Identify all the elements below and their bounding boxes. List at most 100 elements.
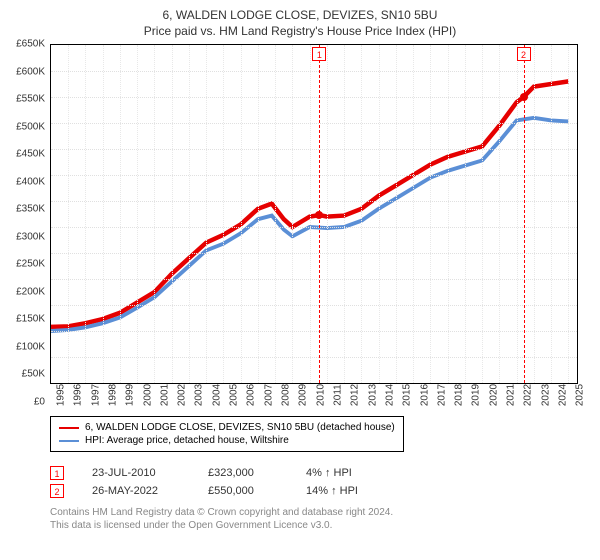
x-axis-label: 2006 [246, 384, 257, 406]
x-axis-label: 1999 [125, 384, 136, 406]
x-axis-label: 2003 [194, 384, 205, 406]
y-axis-label: £550K [8, 94, 48, 105]
gridline-vertical [361, 45, 362, 383]
gridline-vertical [275, 45, 276, 383]
x-axis-label: 2000 [142, 384, 153, 406]
legend-label: 6, WALDEN LODGE CLOSE, DEVIZES, SN10 5BU… [85, 422, 395, 433]
gridline-horizontal [51, 357, 577, 358]
x-axis-label: 2020 [488, 384, 499, 406]
gridline-horizontal [51, 97, 577, 98]
x-axis-label: 2014 [385, 384, 396, 406]
gridline-vertical [344, 45, 345, 383]
x-axis-label: 2010 [315, 384, 326, 406]
gridline-vertical [137, 45, 138, 383]
transaction-marker: 1 [50, 466, 64, 480]
marker-number-box: 1 [312, 47, 326, 61]
transaction-date: 23-JUL-2010 [92, 467, 180, 479]
transaction-row: 1 23-JUL-2010 £323,000 4% ↑ HPI [50, 464, 592, 482]
x-axis-label: 2025 [575, 384, 586, 406]
x-axis-label: 2009 [298, 384, 309, 406]
gridline-vertical [189, 45, 190, 383]
gridline-vertical [413, 45, 414, 383]
line-series-svg [51, 45, 577, 383]
y-axis-label: £50K [8, 369, 48, 380]
x-axis-label: 2021 [506, 384, 517, 406]
x-axis-label: 2015 [402, 384, 413, 406]
legend-row: HPI: Average price, detached house, Wilt… [59, 434, 395, 447]
transaction-price: £323,000 [208, 467, 278, 479]
chart-container: 6, WALDEN LODGE CLOSE, DEVIZES, SN10 5BU… [0, 0, 600, 560]
x-axis-label: 2005 [229, 384, 240, 406]
y-axis-label: £650K [8, 39, 48, 50]
x-axis-label: 2022 [523, 384, 534, 406]
marker-dot [315, 211, 323, 219]
gridline-horizontal [51, 253, 577, 254]
y-axis-label: £600K [8, 66, 48, 77]
transaction-hpi-label: HPI [337, 485, 358, 497]
gridline-vertical [241, 45, 242, 383]
y-axis-label: £100K [8, 341, 48, 352]
x-axis-label: 2023 [540, 384, 551, 406]
gridline-vertical [85, 45, 86, 383]
footer-attribution: Contains HM Land Registry data © Crown c… [50, 506, 550, 532]
y-axis-label: £300K [8, 231, 48, 242]
x-axis-label: 2017 [436, 384, 447, 406]
gridline-vertical [292, 45, 293, 383]
transaction-hpi-pct: 14% [306, 485, 331, 497]
y-axis-label: £150K [8, 314, 48, 325]
gridline-vertical [120, 45, 121, 383]
legend-swatch [59, 427, 79, 429]
chart-title: 6, WALDEN LODGE CLOSE, DEVIZES, SN10 5BU [8, 8, 592, 22]
gridline-vertical [465, 45, 466, 383]
y-axis-label: £200K [8, 286, 48, 297]
y-axis-label: £350K [8, 204, 48, 215]
gridline-vertical [534, 45, 535, 383]
x-axis-label: 2012 [350, 384, 361, 406]
x-axis-label: 1998 [108, 384, 119, 406]
gridline-horizontal [51, 279, 577, 280]
y-axis-label: £500K [8, 121, 48, 132]
gridline-vertical [258, 45, 259, 383]
x-axis-label: 2024 [558, 384, 569, 406]
transaction-marker: 2 [50, 484, 64, 498]
gridline-horizontal [51, 123, 577, 124]
plot-region: 12 [50, 44, 578, 384]
x-axis-label: 2008 [281, 384, 292, 406]
marker-number-box: 2 [517, 47, 531, 61]
transaction-table: 123-JUL-2010£323,0004% ↑ HPI226-MAY-2022… [50, 464, 592, 500]
gridline-vertical [223, 45, 224, 383]
gridline-vertical [103, 45, 104, 383]
gridline-vertical [154, 45, 155, 383]
gridline-vertical [517, 45, 518, 383]
chart-area: 12 £0£50K£100K£150K£200K£250K£300K£350K£… [50, 44, 578, 402]
gridline-vertical [448, 45, 449, 383]
gridline-vertical [568, 45, 569, 383]
x-axis-label: 2007 [263, 384, 274, 406]
gridline-horizontal [51, 175, 577, 176]
gridline-horizontal [51, 201, 577, 202]
x-axis-label: 2018 [454, 384, 465, 406]
footer-line-1: Contains HM Land Registry data © Crown c… [50, 506, 550, 519]
gridline-vertical [430, 45, 431, 383]
transaction-hpi-pct: 4% [306, 467, 325, 479]
gridline-vertical [68, 45, 69, 383]
x-axis-label: 1997 [90, 384, 101, 406]
marker-dot [520, 93, 528, 101]
gridline-horizontal [51, 149, 577, 150]
gridline-horizontal [51, 305, 577, 306]
gridline-horizontal [51, 71, 577, 72]
x-axis-label: 2001 [159, 384, 170, 406]
gridline-vertical [396, 45, 397, 383]
y-axis-label: £450K [8, 149, 48, 160]
y-axis-label: £0 [8, 397, 48, 408]
gridline-vertical [499, 45, 500, 383]
gridline-vertical [327, 45, 328, 383]
transaction-price: £550,000 [208, 485, 278, 497]
x-axis-label: 1995 [56, 384, 67, 406]
y-axis-label: £250K [8, 259, 48, 270]
transaction-hpi: 4% ↑ HPI [306, 467, 376, 479]
transaction-row: 226-MAY-2022£550,00014% ↑ HPI [50, 482, 592, 500]
x-axis-label: 1996 [73, 384, 84, 406]
x-axis-label: 2016 [419, 384, 430, 406]
x-axis-label: 2004 [211, 384, 222, 406]
